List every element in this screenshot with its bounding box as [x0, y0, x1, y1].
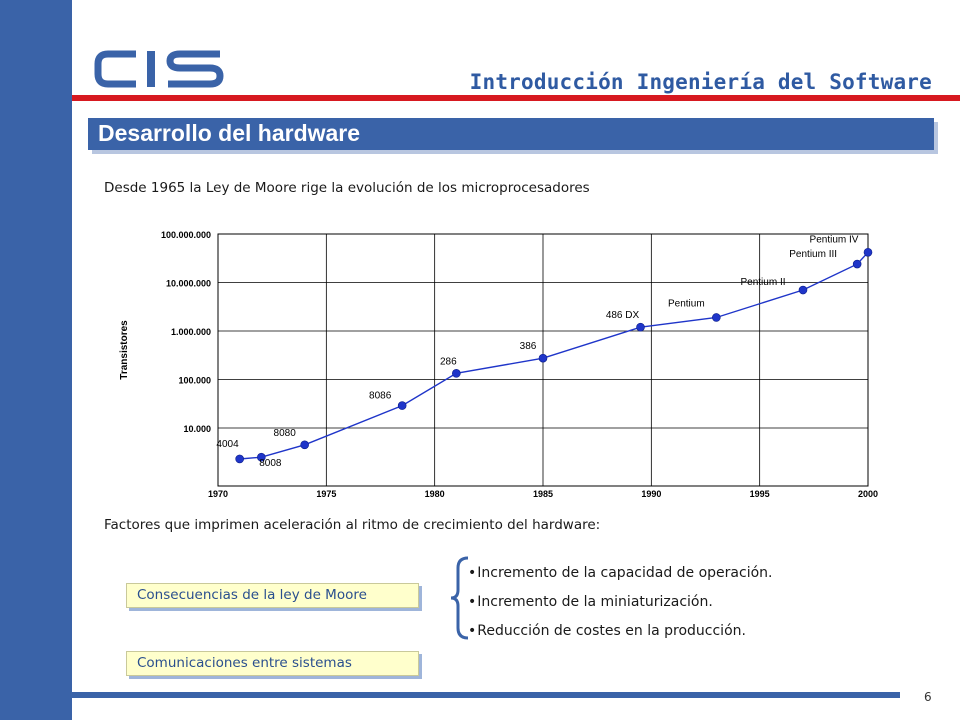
y-tick-label: 10.000.000 — [166, 279, 211, 289]
x-tick-label: 1985 — [533, 489, 553, 499]
section-title: Desarrollo del hardware — [98, 120, 361, 146]
cis-logo — [94, 50, 224, 88]
data-point — [257, 452, 266, 462]
left-accent-bar — [0, 0, 72, 720]
x-tick-label: 1975 — [316, 489, 336, 499]
data-label: Pentium II — [740, 277, 785, 288]
data-label: Pentium IV — [810, 234, 859, 245]
header-title: Introducción Ingeniería del Software — [469, 70, 932, 94]
list-item: Incremento de la miniaturización. — [468, 592, 772, 621]
data-point — [538, 353, 548, 363]
y-tick-label: 10.000 — [183, 424, 211, 434]
communications-box: Comunicaciones entre sistemas — [126, 651, 419, 676]
list-item: Incremento de la capacidad de operación. — [468, 563, 772, 592]
data-label: 386 — [520, 341, 537, 352]
data-point — [235, 454, 244, 464]
data-label: 8086 — [369, 391, 392, 402]
x-tick-label: 1990 — [641, 489, 661, 499]
y-tick-label: 100.000.000 — [161, 230, 211, 240]
factors-text: Factores que imprimen aceleración al rit… — [104, 517, 601, 533]
x-tick-label: 1970 — [208, 489, 228, 499]
data-point — [712, 313, 721, 322]
data-point — [863, 247, 873, 257]
data-point — [852, 259, 862, 269]
data-label: 4004 — [216, 439, 239, 450]
data-label: Pentium III — [789, 249, 837, 260]
header-divider — [72, 95, 960, 101]
data-point — [636, 322, 645, 332]
consequences-list: Incremento de la capacidad de operación.… — [468, 563, 772, 650]
list-item: Reducción de costes en la producción. — [468, 621, 772, 650]
footer-divider — [72, 692, 900, 698]
page-number: 6 — [924, 690, 932, 704]
data-point — [300, 440, 309, 450]
y-tick-label: 100.000 — [178, 376, 211, 386]
moore-law-chart: 10.000 100.000 1.000.000 10.000.000 100.000.… — [119, 230, 878, 499]
data-label: 286 — [440, 356, 457, 367]
x-tick-label: 2000 — [858, 489, 878, 499]
data-label: Pentium — [668, 298, 705, 309]
x-tick-label: 1995 — [750, 489, 770, 499]
data-point — [397, 401, 407, 410]
data-point — [452, 369, 461, 378]
y-axis-label: Transistores — [119, 320, 130, 380]
consequences-box: Consecuencias de la ley de Moore — [126, 583, 419, 608]
data-label: 8080 — [274, 428, 297, 439]
data-label: 486 DX — [606, 310, 640, 321]
x-tick-label: 1980 — [425, 489, 445, 499]
data-label: 8008 — [259, 458, 282, 469]
curly-brace-icon — [450, 556, 469, 640]
data-point — [798, 285, 808, 295]
section-banner: Desarrollo del hardware — [88, 118, 934, 150]
intro-text: Desde 1965 la Ley de Moore rige la evolu… — [104, 180, 590, 196]
y-tick-label: 1.000.000 — [171, 327, 211, 337]
